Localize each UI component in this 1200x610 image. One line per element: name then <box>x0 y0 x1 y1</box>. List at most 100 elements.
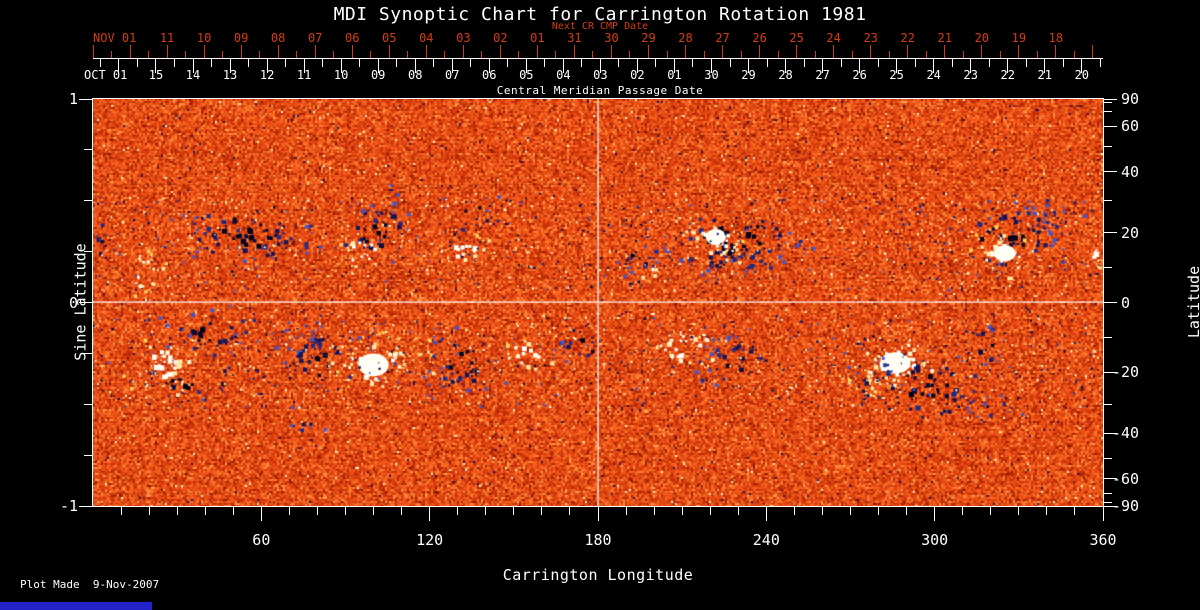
cmp-date-label: 13 <box>222 68 238 82</box>
latitude-tick-label: -40 <box>1112 424 1140 443</box>
cmp-date-label: 11 <box>296 68 312 82</box>
next-cr-tick <box>518 51 520 58</box>
cmp-date-label: 25 <box>889 68 904 82</box>
cmp-date-label: 07 <box>445 68 460 82</box>
latitude-tick <box>1104 98 1117 100</box>
cmp-tick <box>748 59 750 73</box>
y-axis-label-right: Latitude <box>1185 265 1200 339</box>
cmp-tick <box>970 59 972 73</box>
longitude-tick <box>878 507 880 515</box>
cmp-tick <box>822 59 824 73</box>
cmp-tick <box>599 59 601 73</box>
cmp-tick <box>1044 59 1046 73</box>
cmp-tick <box>488 59 490 73</box>
cmp-date-label: 30 <box>704 68 719 82</box>
longitude-tick-label: 60 <box>252 531 271 549</box>
longitude-tick <box>569 507 571 515</box>
longitude-tick <box>821 507 823 515</box>
next-cr-tick <box>1092 45 1094 58</box>
next-cr-tick <box>759 45 761 58</box>
longitude-tick <box>1018 507 1020 515</box>
cmp-tick <box>396 59 398 67</box>
latitude-tick <box>1104 200 1112 202</box>
longitude-tick <box>653 507 655 515</box>
cmp-date-label: 04 <box>556 68 571 82</box>
cmp-tick <box>1099 59 1101 67</box>
next-cr-tick <box>314 45 316 58</box>
latitude-tick <box>1104 493 1112 495</box>
cmp-tick <box>525 59 527 73</box>
latitude-tick <box>1104 302 1117 303</box>
next-cr-tick <box>166 45 168 58</box>
cmp-tick <box>414 59 416 73</box>
cmp-tick <box>155 59 157 73</box>
cmp-tick <box>136 59 138 67</box>
next-cr-date-label: 22 <box>900 31 915 45</box>
cmp-tick <box>859 59 861 73</box>
next-cr-date-label: 19 <box>1011 31 1027 45</box>
latitude-tick <box>1104 101 1112 103</box>
cmp-tick <box>933 59 935 73</box>
cmp-tick <box>618 59 620 67</box>
next-cr-tick <box>185 51 187 58</box>
latitude-tick-label: -20 <box>1112 363 1140 382</box>
cmp-tick <box>377 59 379 73</box>
longitude-tick <box>457 507 459 515</box>
cmp-tick <box>433 59 435 67</box>
cmp-date-label: 24 <box>926 68 941 82</box>
next-cr-tick <box>722 45 724 58</box>
next-cr-date-label: 26 <box>752 31 767 45</box>
cmp-tick <box>581 59 583 67</box>
next-cr-tick <box>536 45 538 58</box>
next-cr-tick <box>685 45 687 58</box>
next-cr-tick <box>944 45 946 58</box>
cmp-date-label: 21 <box>1037 68 1053 82</box>
longitude-tick <box>934 507 936 521</box>
next-cr-date-label: 05 <box>382 31 397 45</box>
next-cr-tick <box>499 45 501 58</box>
cmp-date-label: 15 <box>148 68 164 82</box>
next-cr-date-label: 03 <box>456 31 471 45</box>
next-cr-date-label: 04 <box>419 31 434 45</box>
longitude-tick <box>485 507 487 515</box>
longitude-tick <box>737 507 739 515</box>
sine-lat-tick <box>84 403 92 405</box>
next-cr-tick <box>1073 51 1075 58</box>
cmp-date-label: 02 <box>630 68 645 82</box>
cmp-tick <box>470 59 472 67</box>
next-cr-tick <box>666 51 668 58</box>
next-cr-tick <box>370 51 372 58</box>
longitude-tick <box>176 507 178 515</box>
next-cr-tick <box>907 45 909 58</box>
next-cr-tick <box>222 51 224 58</box>
longitude-tick <box>288 507 290 515</box>
next-cr-date-label: 01 <box>530 31 545 45</box>
longitude-tick <box>513 507 515 515</box>
next-cr-tick <box>814 51 816 58</box>
next-cr-tick <box>462 45 464 58</box>
next-cr-date-label: 10 <box>196 31 212 45</box>
latitude-tick <box>1104 146 1112 148</box>
latitude-tick <box>1104 371 1117 373</box>
cmp-tick <box>914 59 916 67</box>
latitude-tick <box>1104 337 1112 339</box>
next-cr-tick <box>833 45 835 58</box>
longitude-tick <box>681 507 683 515</box>
cmp-date-label: 03 <box>593 68 608 82</box>
chart-title: MDI Synoptic Chart for Carrington Rotati… <box>333 4 867 25</box>
cmp-month-label: OCT 01 <box>84 68 128 82</box>
longitude-tick <box>906 507 908 515</box>
cmp-tick <box>692 59 694 67</box>
latitude-tick <box>1104 457 1112 459</box>
latitude-tick <box>1104 125 1117 127</box>
cmp-date-label: 22 <box>1000 68 1015 82</box>
longitude-tick <box>204 507 206 515</box>
longitude-tick <box>597 507 599 521</box>
longitude-tick <box>990 507 992 515</box>
next-cr-date-label: 30 <box>604 31 619 45</box>
next-cr-tick <box>870 45 872 58</box>
next-cr-tick <box>277 45 279 58</box>
next-cr-tick <box>296 51 298 58</box>
next-cr-tick <box>740 51 742 58</box>
next-cr-tick <box>148 51 150 58</box>
